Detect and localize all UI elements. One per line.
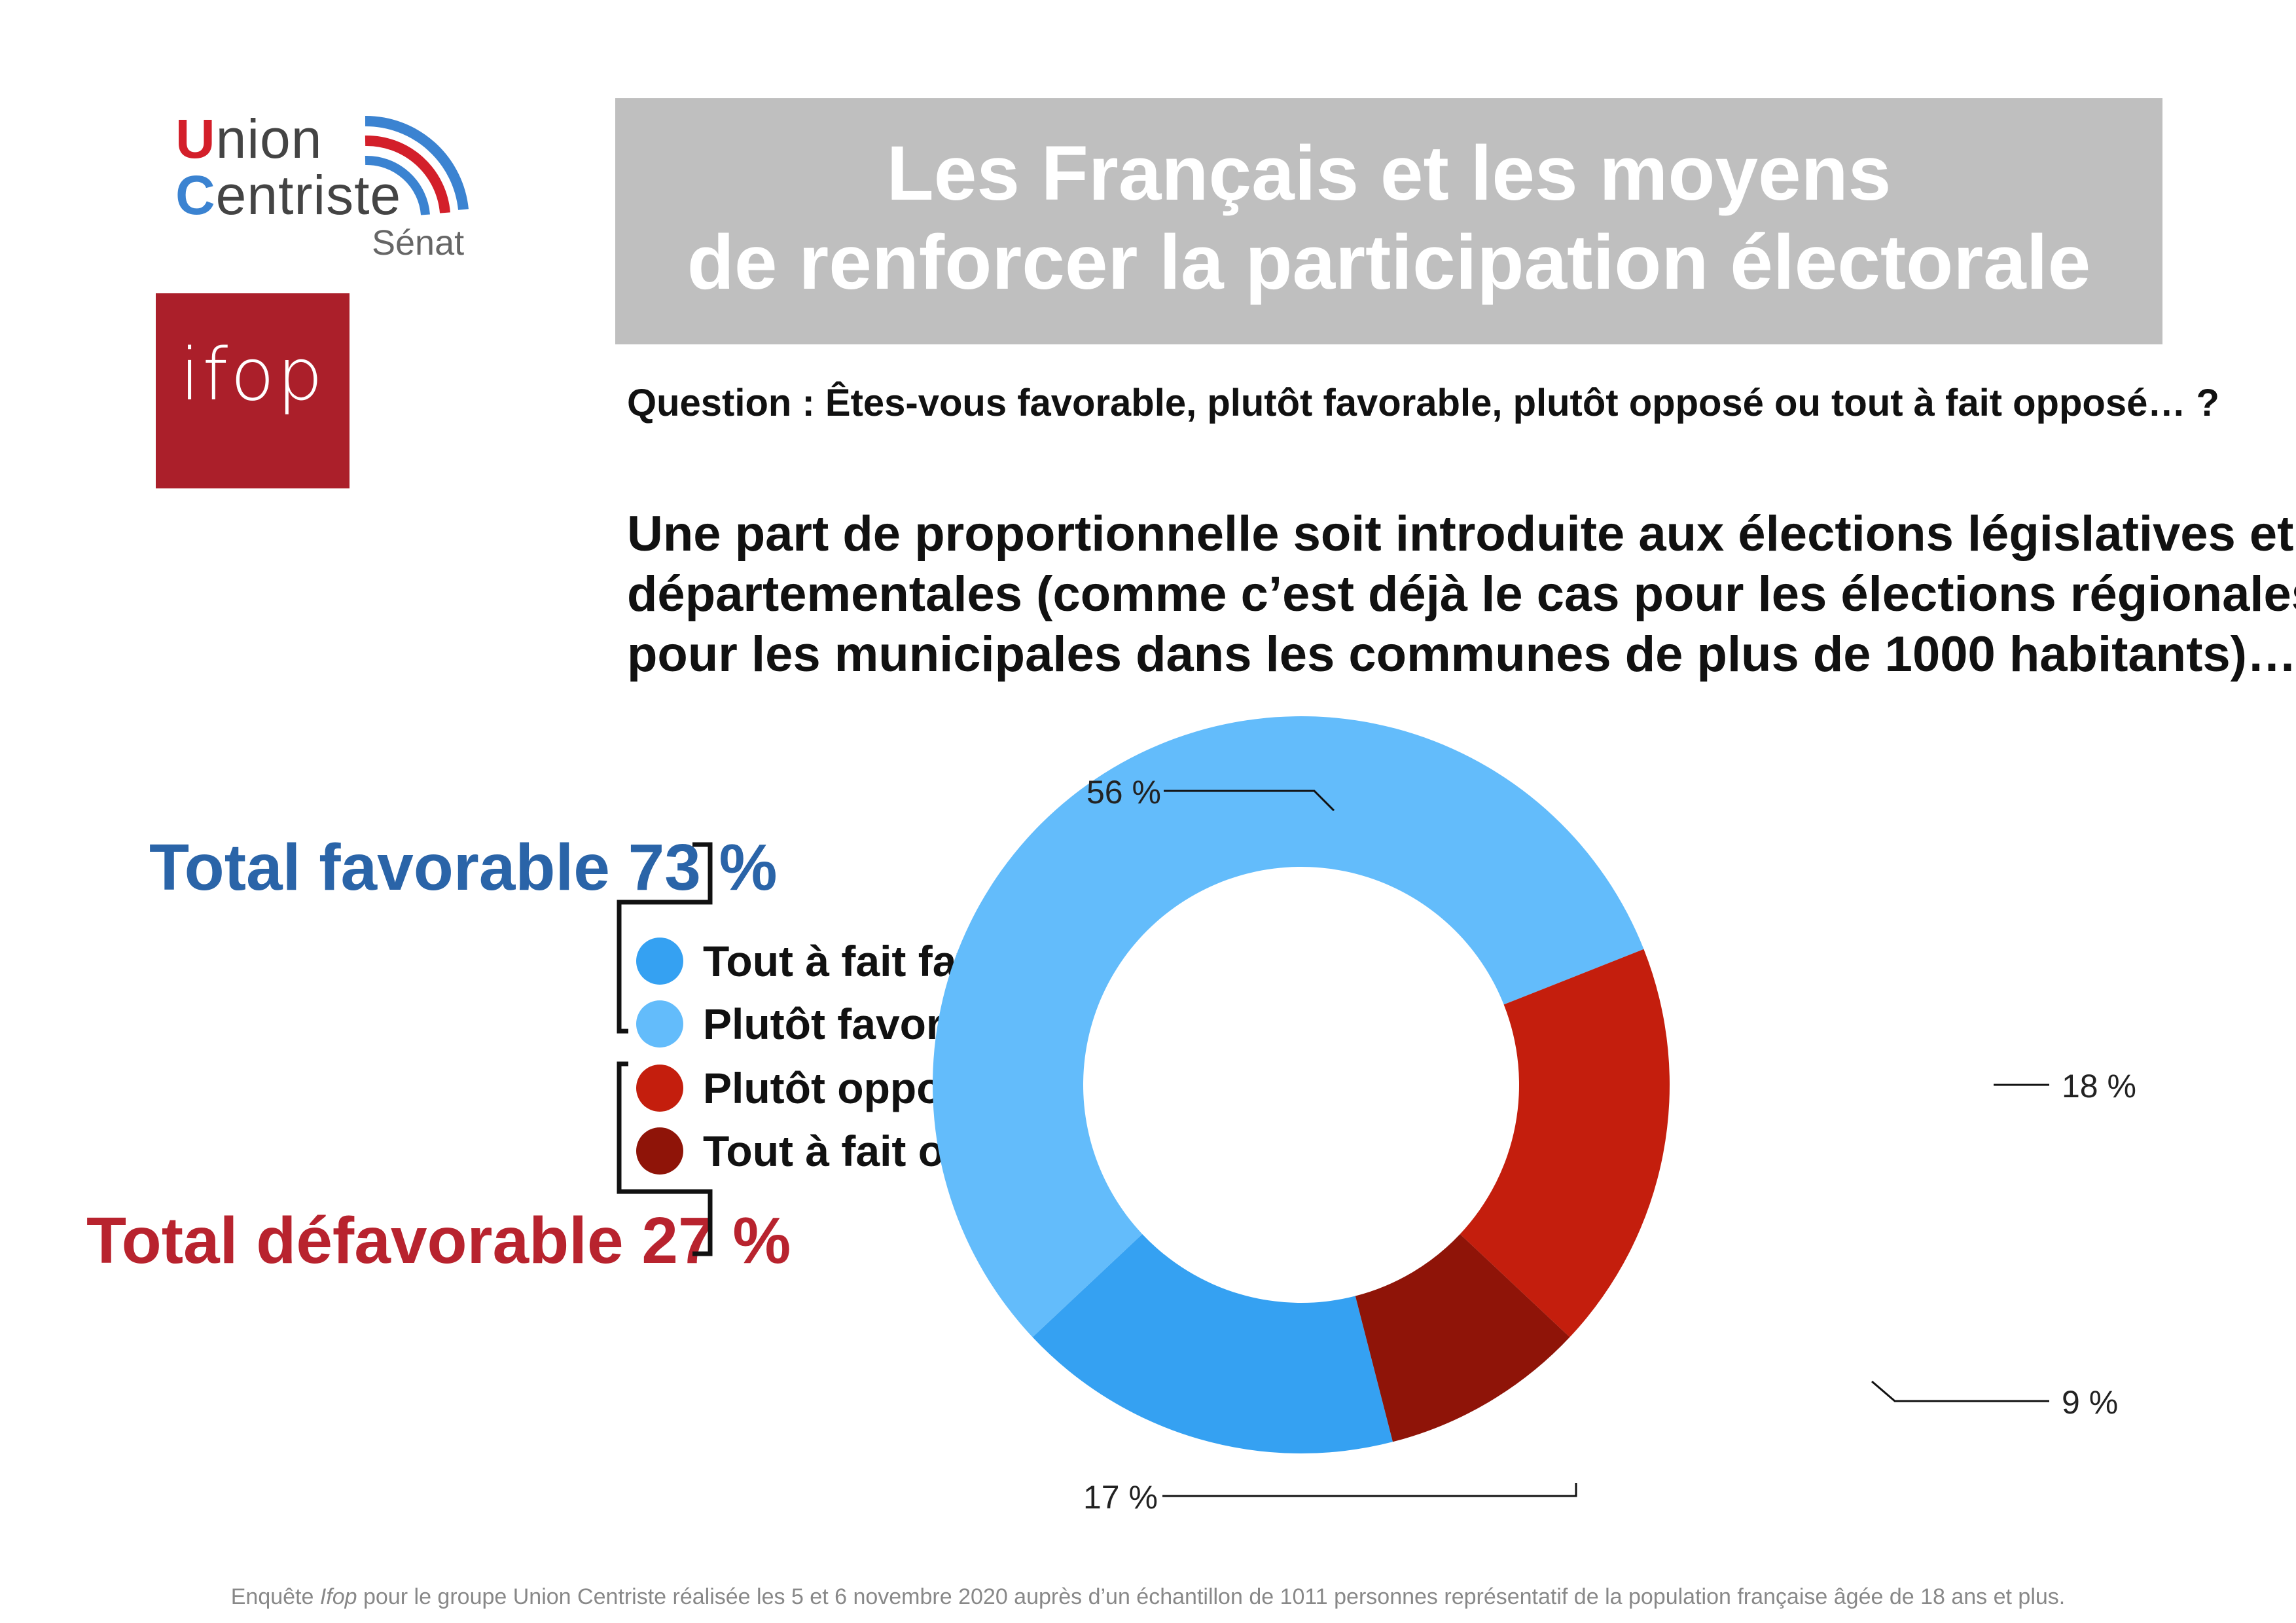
data-label: 18 %	[2062, 1068, 2136, 1104]
bracket-favorable-top	[617, 842, 713, 1034]
donut-slice	[1032, 1233, 1393, 1453]
total-favorable: Total favorable 73 %	[149, 831, 778, 904]
survey-footnote: Enquête Ifop pour le groupe Union Centri…	[230, 1584, 2066, 1609]
statement-line-3: pour les municipales dans les communes d…	[627, 627, 2296, 682]
legend-swatch	[636, 1000, 683, 1048]
leader-line	[1162, 1483, 1577, 1497]
title-line-1: Les Français et les moyens	[886, 130, 1892, 217]
data-label: 56 %	[1086, 774, 1161, 811]
legend-swatch	[636, 1065, 683, 1112]
donut-slice	[1355, 1233, 1570, 1442]
statement-line-2: départementales (comme c’est déjà le cas…	[627, 566, 2296, 622]
logo-line-senat: Sénat	[372, 223, 465, 263]
statement-text: Une part de proportionnelle soit introdu…	[627, 504, 2296, 685]
donut-slice	[932, 716, 1644, 1338]
title-line-2: de renforcer la participation électorale	[687, 219, 2091, 306]
logo-line-centriste: Centriste	[175, 164, 402, 226]
title-banner: Les Français et les moyens de renforcer …	[615, 98, 2162, 344]
legend-swatch	[636, 1127, 683, 1175]
bracket-defavorable	[617, 1061, 713, 1256]
question-text: Question : Êtes-vous favorable, plutôt f…	[627, 382, 2219, 424]
logo-line-union: Union	[175, 108, 323, 170]
leader-line	[1871, 1380, 2049, 1402]
data-label: 9 %	[2062, 1384, 2119, 1421]
donut-slice	[1460, 949, 1670, 1338]
data-label: 17 %	[1083, 1479, 1158, 1516]
total-defavorable: Total défavorable 27 %	[86, 1204, 791, 1277]
legend-swatch	[636, 938, 683, 985]
ifop-logo: ifop	[156, 293, 350, 488]
union-centriste-logo: Union Centriste Sénat	[175, 111, 476, 268]
leader-line	[1164, 790, 1335, 812]
ifop-logo-text: ifop	[179, 333, 326, 416]
statement-line-1: Une part de proportionnelle soit introdu…	[627, 506, 2294, 562]
hemicycle-arcs-icon	[365, 115, 469, 215]
